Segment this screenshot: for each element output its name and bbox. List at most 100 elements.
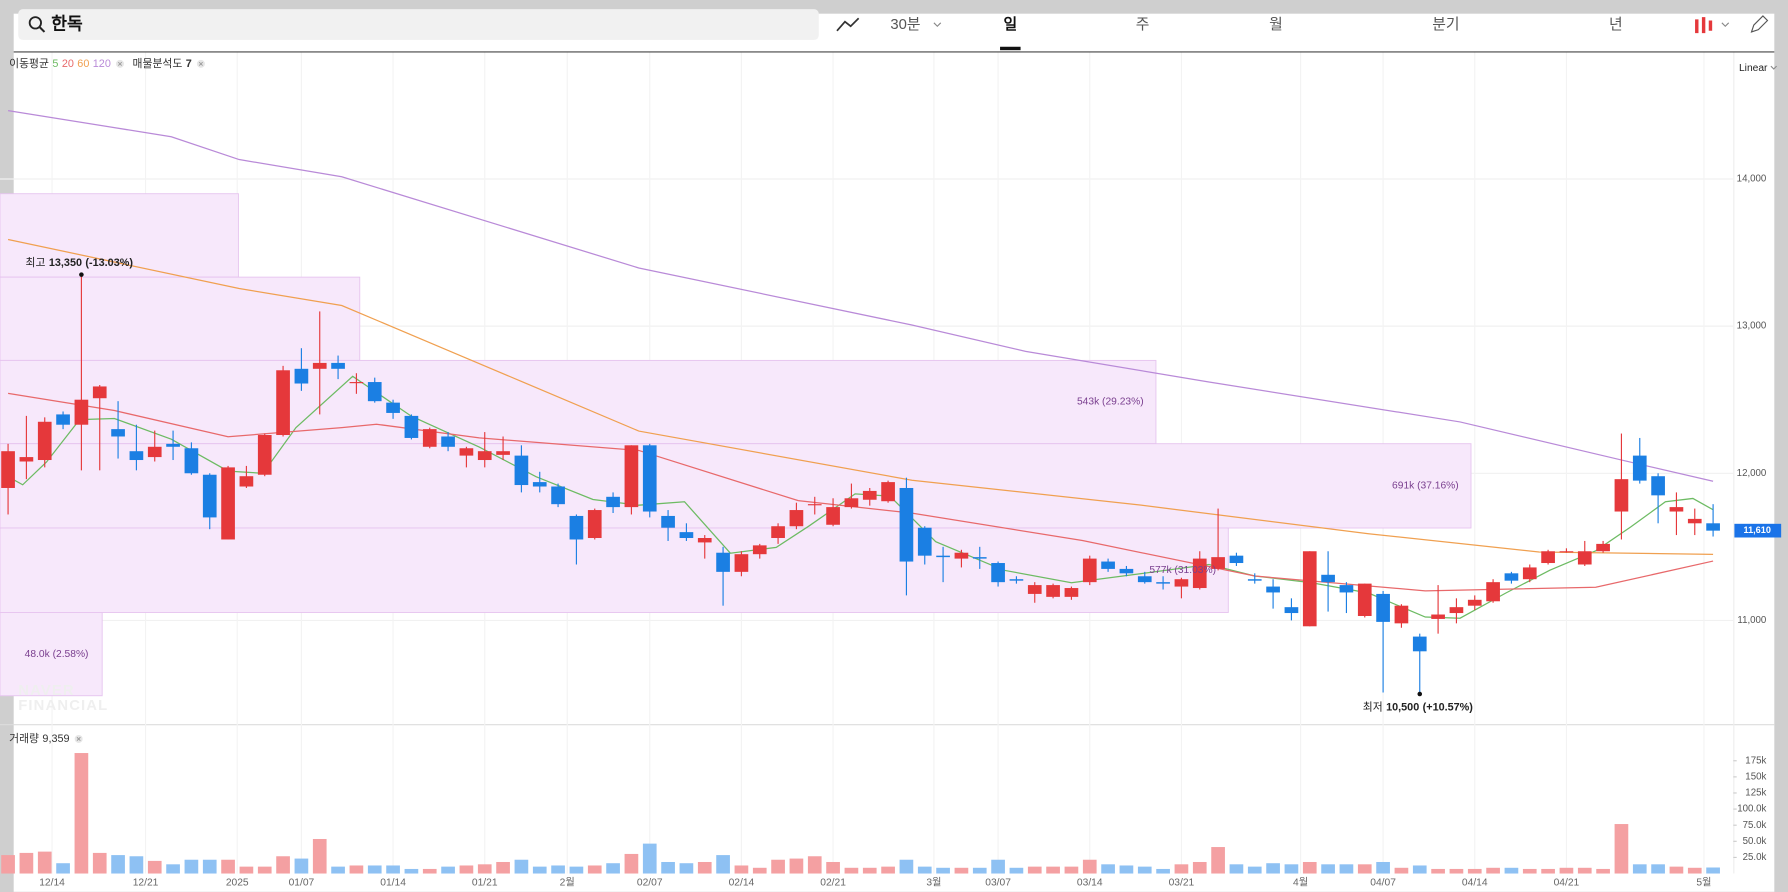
candle-body xyxy=(386,402,400,413)
tab[interactable]: 주 xyxy=(1136,17,1150,33)
candle-body xyxy=(789,510,804,527)
candle-body xyxy=(331,362,345,369)
candle-body xyxy=(551,486,565,505)
candle-body xyxy=(954,552,969,559)
volume-bar xyxy=(972,867,987,874)
volume-legend: 거래량 9,359 xyxy=(9,732,69,745)
volume-bar xyxy=(441,866,455,874)
candle-body xyxy=(807,504,822,506)
volume-bar xyxy=(422,868,437,874)
volume-bar xyxy=(56,863,70,874)
y-tick-label: 14,000 xyxy=(1737,174,1767,185)
candle-body xyxy=(349,382,364,384)
x-tick-label: 5월 xyxy=(1696,876,1711,888)
dropdown[interactable] xyxy=(933,22,942,28)
tabs: 30분 일 주 월 분기 년 xyxy=(890,16,1623,51)
candle-body xyxy=(1669,507,1684,512)
scale-label[interactable]: Linear xyxy=(1739,63,1768,74)
volume-bar xyxy=(514,859,529,874)
candle-body xyxy=(184,448,199,474)
candle-body xyxy=(1046,585,1060,597)
dropdown[interactable] xyxy=(1770,65,1778,70)
indicator-icon[interactable] xyxy=(836,17,860,32)
x-tick-label: 3월 xyxy=(926,876,941,888)
candle-body xyxy=(972,557,987,559)
draw-icon[interactable] xyxy=(1750,15,1769,33)
x-tick-label: 04/21 xyxy=(1554,877,1580,888)
candle-body xyxy=(1247,579,1262,581)
candle-body xyxy=(1504,573,1519,581)
candles xyxy=(1,274,1720,694)
volume-bar xyxy=(1,855,15,874)
candle-body xyxy=(991,563,1005,583)
volume-bar xyxy=(587,865,602,874)
candle-body xyxy=(1211,557,1225,569)
candle-body xyxy=(1596,543,1610,552)
x-tick-label: 02/14 xyxy=(729,877,755,888)
ma-title: 이동평균 xyxy=(9,57,49,70)
chart-type-icon[interactable] xyxy=(1695,17,1713,34)
extreme-label: 최저 10,500 (+10.57%) xyxy=(1363,701,1474,714)
volume-bar xyxy=(1376,861,1390,874)
close-icon[interactable] xyxy=(76,736,81,741)
candle-body xyxy=(917,527,932,556)
legend-entry: 5 xyxy=(52,58,58,70)
candle-body xyxy=(881,482,895,502)
close-icon[interactable] xyxy=(117,61,123,66)
tab[interactable]: 30분 xyxy=(890,17,920,33)
current-price-label: 11,610 xyxy=(1744,525,1771,535)
volume-bar xyxy=(624,853,639,874)
volume-bar xyxy=(1467,868,1482,874)
candle-body xyxy=(1027,585,1042,594)
volume-bar xyxy=(862,867,877,874)
search-box[interactable] xyxy=(18,9,819,40)
candle-body xyxy=(441,436,455,447)
candle-body xyxy=(422,429,437,447)
candle-body xyxy=(19,457,34,462)
volume-bar xyxy=(496,861,510,874)
tab[interactable]: 분기 xyxy=(1432,16,1459,33)
candle-body xyxy=(1101,561,1115,569)
volume-bar xyxy=(1596,868,1610,874)
volume-bar xyxy=(1082,859,1097,874)
candle-body xyxy=(1614,479,1629,512)
volume-bar xyxy=(19,852,34,874)
y-tick-label: 13,000 xyxy=(1737,321,1767,332)
x-tick-label: 01/07 xyxy=(289,877,315,888)
tab[interactable]: 년 xyxy=(1609,16,1623,33)
volume-bar xyxy=(716,855,730,874)
x-tick-label: 03/21 xyxy=(1169,877,1195,888)
volume-bar xyxy=(459,865,474,874)
volume-bar xyxy=(1247,866,1262,874)
x-tick-label: 2월 xyxy=(560,876,575,888)
volume-bar xyxy=(1559,867,1574,874)
tab-underline xyxy=(1000,46,1021,51)
y-tick-label: 12,000 xyxy=(1737,468,1767,479)
candle-body xyxy=(1577,551,1592,565)
candle-body xyxy=(862,490,877,500)
candle-body xyxy=(257,435,272,475)
candle-body xyxy=(899,487,914,562)
volume-bar xyxy=(386,865,400,874)
candle-body xyxy=(1174,579,1189,587)
volume-bar xyxy=(789,858,804,874)
candle-body xyxy=(312,362,327,369)
volume-bar xyxy=(1211,847,1225,874)
dropdown[interactable] xyxy=(1721,22,1730,28)
volume-bar xyxy=(917,866,932,874)
volume-bar xyxy=(679,863,694,874)
candle-body xyxy=(1266,586,1280,593)
close-icon[interactable] xyxy=(198,61,203,66)
tab[interactable]: 일 xyxy=(1003,16,1017,33)
x-tick-label: 03/14 xyxy=(1077,877,1103,888)
volume-bar xyxy=(1357,864,1372,874)
search-query: 한독 xyxy=(51,15,83,34)
volume-bar xyxy=(404,868,419,874)
x-tick-label: 12/14 xyxy=(39,877,65,888)
candle-body xyxy=(1522,567,1537,580)
tab[interactable]: 월 xyxy=(1269,16,1283,33)
extreme-prefix: 최저 xyxy=(1363,701,1383,714)
volume-bar xyxy=(1266,863,1280,874)
candle-body xyxy=(166,443,180,447)
